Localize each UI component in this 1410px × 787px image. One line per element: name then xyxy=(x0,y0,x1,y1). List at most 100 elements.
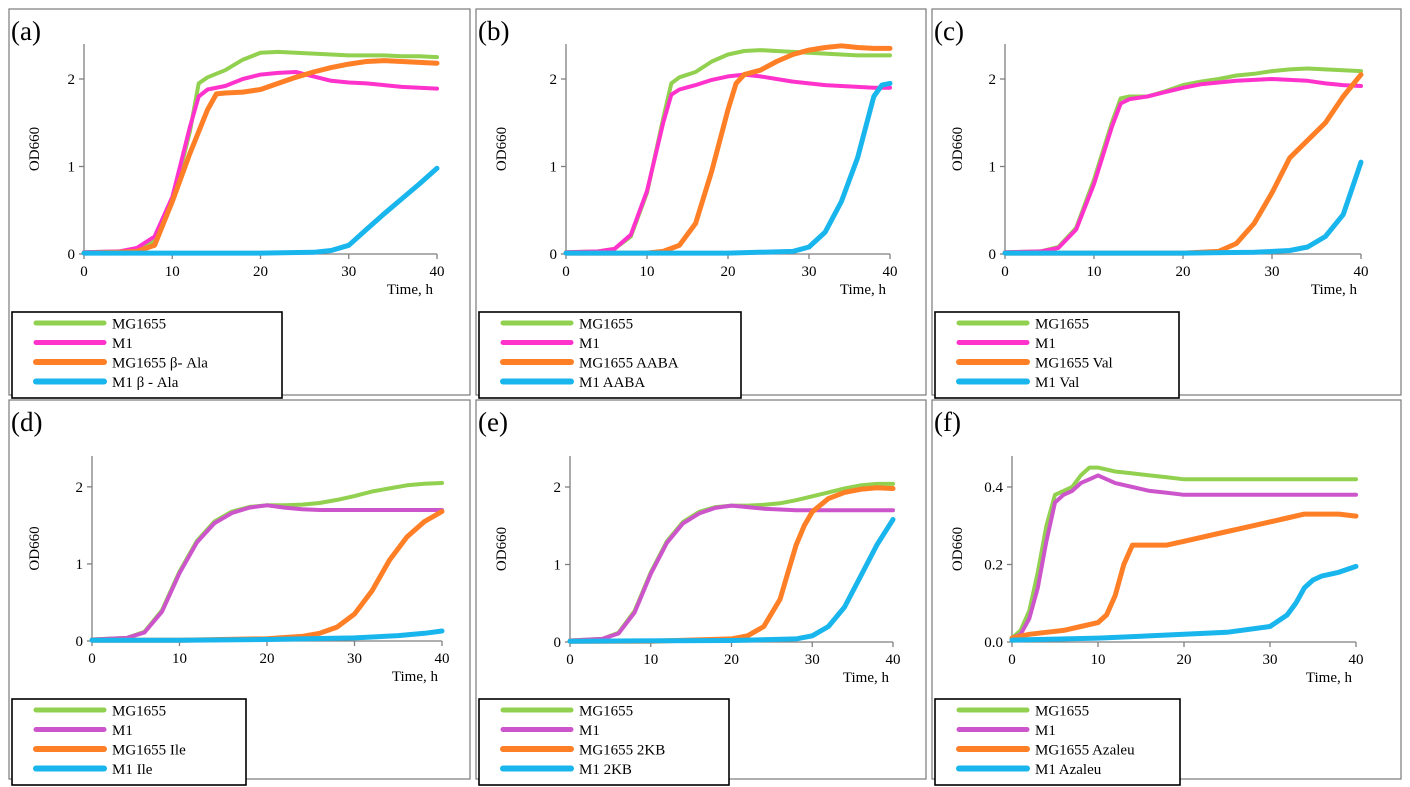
panel-label: (e) xyxy=(478,407,508,437)
series-line-2 xyxy=(564,72,892,255)
legend-entry: M1 xyxy=(112,336,133,352)
legend-entry: M1 Azaleu xyxy=(1035,762,1102,778)
x-tick-label: 10 xyxy=(1091,652,1106,668)
x-tick-label: 30 xyxy=(347,651,362,667)
legend: MG1655 M1 MG1655 Ile M1 Ile xyxy=(11,698,247,786)
x-axis-title: Time, h xyxy=(1306,670,1353,686)
y-axis-title: OD660 xyxy=(950,527,966,571)
series-line-3 xyxy=(89,509,445,643)
legend-entry: M1 Val xyxy=(1035,375,1079,391)
y-tick-label: 0 xyxy=(68,247,76,263)
x-tick-label: 20 xyxy=(721,264,736,280)
series-line-4 xyxy=(567,517,896,644)
y-tick-label: 0 xyxy=(550,247,558,263)
legend-entry: M1 AABA xyxy=(579,375,645,391)
series-line-2 xyxy=(90,503,444,642)
series-line-3 xyxy=(81,58,440,256)
series-line-4 xyxy=(563,80,893,256)
y-axis-title: OD660 xyxy=(27,526,43,570)
series-line-3 xyxy=(567,485,896,644)
legend-entry: M1 xyxy=(579,336,600,352)
series-line-2 xyxy=(1003,77,1363,255)
y-tick-label: 1 xyxy=(550,160,558,176)
series-line-3 xyxy=(1009,511,1359,641)
y-tick-label: 2 xyxy=(989,72,997,88)
y-axis-title: OD660 xyxy=(494,527,510,571)
x-tick-label: 0 xyxy=(566,652,574,668)
legend-entry: MG1655 2KB xyxy=(579,743,665,759)
legend: MG1655 M1 MG1655 Val M1 Val xyxy=(934,311,1180,399)
y-tick-label: 1 xyxy=(554,558,562,574)
y-axis-title: OD660 xyxy=(494,127,510,171)
x-tick-label: 0 xyxy=(1001,264,1009,280)
series-line-3 xyxy=(1002,72,1364,256)
series-line-1 xyxy=(564,48,892,255)
legend-entry: MG1655 AABA xyxy=(579,356,679,372)
series-line-3 xyxy=(563,43,893,256)
x-axis-title: Time, h xyxy=(843,670,890,686)
x-tick-label: 0 xyxy=(80,264,88,280)
panel-label: (d) xyxy=(11,407,42,437)
series-line-2 xyxy=(82,70,439,255)
x-axis-title: Time, h xyxy=(392,669,439,685)
legend-entry: MG1655 xyxy=(579,317,633,333)
y-tick-label: 0.4 xyxy=(984,480,1003,496)
y-tick-label: 2 xyxy=(554,480,562,496)
x-tick-label: 30 xyxy=(805,652,820,668)
legend-entry: MG1655 xyxy=(112,317,166,333)
y-axis-title: OD660 xyxy=(27,127,43,171)
series-line-4 xyxy=(1002,159,1364,256)
legend-entry: M1 β - Ala xyxy=(112,375,179,391)
x-tick-label: 20 xyxy=(253,264,268,280)
x-tick-label: 10 xyxy=(165,264,180,280)
x-tick-label: 30 xyxy=(1265,264,1280,280)
y-tick-label: 1 xyxy=(989,160,997,176)
x-tick-label: 10 xyxy=(172,651,187,667)
series-line-2 xyxy=(1010,473,1358,641)
x-tick-label: 30 xyxy=(1263,652,1278,668)
panel-label: (f) xyxy=(934,407,961,437)
legend: MG1655 M1 MG1655 β- Ala M1 β - Ala xyxy=(11,311,283,399)
y-tick-label: 2 xyxy=(68,72,76,88)
legend-entry: M1 xyxy=(112,723,133,739)
series-line-4 xyxy=(1009,563,1359,643)
x-tick-label: 40 xyxy=(430,264,445,280)
panel-label: (c) xyxy=(934,16,964,46)
legend-entry: M1 xyxy=(1035,723,1056,739)
x-tick-label: 40 xyxy=(435,651,450,667)
x-tick-label: 10 xyxy=(1087,264,1102,280)
legend-entry: M1 Ile xyxy=(112,762,153,778)
series-line-1 xyxy=(1003,66,1363,255)
legend-entry: MG1655 Azaleu xyxy=(1035,743,1135,759)
series-line-4 xyxy=(81,165,440,256)
y-axis-title: OD660 xyxy=(950,127,966,171)
y-tick-label: 0 xyxy=(76,634,84,650)
x-tick-label: 40 xyxy=(886,652,901,668)
legend-entry: M1 2KB xyxy=(579,762,632,778)
x-tick-label: 0 xyxy=(88,651,96,667)
legend-entry: MG1655 β- Ala xyxy=(112,356,208,372)
legend-entry: M1 xyxy=(579,723,600,739)
legend-entry: MG1655 xyxy=(579,704,633,720)
x-tick-label: 10 xyxy=(643,652,658,668)
y-tick-label: 0.0 xyxy=(984,635,1003,651)
y-tick-label: 0 xyxy=(989,247,997,263)
series-line-2 xyxy=(568,503,895,643)
y-tick-label: 1 xyxy=(68,160,76,176)
legend: MG1655 M1 MG1655 AABA M1 AABA xyxy=(478,311,742,399)
legend-entry: MG1655 xyxy=(1035,317,1089,333)
y-tick-label: 2 xyxy=(76,480,84,496)
series-line-4 xyxy=(89,628,445,643)
x-tick-label: 20 xyxy=(724,652,739,668)
x-tick-label: 0 xyxy=(1008,652,1016,668)
x-axis-title: Time, h xyxy=(840,282,887,298)
x-tick-label: 30 xyxy=(341,264,356,280)
x-tick-label: 40 xyxy=(1354,264,1369,280)
y-tick-label: 1 xyxy=(76,557,84,573)
x-tick-label: 20 xyxy=(1177,652,1192,668)
